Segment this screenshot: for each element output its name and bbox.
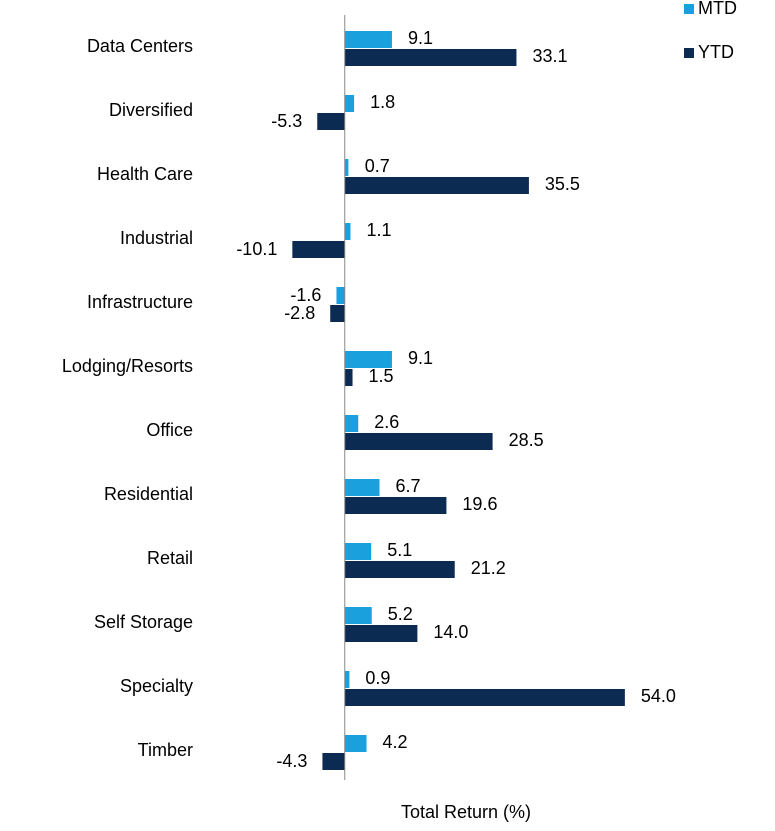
y-tick-label: Data Centers: [87, 36, 193, 56]
bar: [344, 95, 355, 112]
value-label: -5.3: [271, 111, 302, 131]
bar: [344, 49, 517, 66]
bar: [344, 689, 625, 706]
y-tick-label: Lodging/Resorts: [62, 356, 193, 376]
legend-swatch: [684, 4, 694, 14]
value-label: -4.3: [276, 751, 307, 771]
y-tick-label: Diversified: [109, 100, 193, 120]
bar: [344, 433, 493, 450]
bar: [344, 607, 372, 624]
bar: [344, 735, 367, 752]
bar: [344, 671, 350, 688]
bar: [344, 351, 392, 368]
value-label: 5.2: [388, 604, 413, 624]
y-tick-label: Specialty: [120, 676, 193, 696]
value-label: -1.6: [290, 285, 321, 305]
value-label: 4.2: [383, 732, 408, 752]
value-label: 5.1: [387, 540, 412, 560]
legend-swatch: [684, 48, 694, 58]
legend-label: MTD: [698, 0, 737, 18]
legend-label: YTD: [698, 42, 734, 62]
y-tick-label: Retail: [147, 548, 193, 568]
y-tick-label: Self Storage: [94, 612, 193, 632]
y-tick-label: Infrastructure: [87, 292, 193, 312]
bar: [344, 31, 392, 48]
bar: [344, 369, 353, 386]
bar: [322, 753, 345, 770]
value-label: 2.6: [374, 412, 399, 432]
y-tick-label: Residential: [104, 484, 193, 504]
bar: [344, 625, 418, 642]
bar: [344, 223, 351, 240]
value-label: -2.8: [284, 303, 315, 323]
bar: [344, 177, 529, 194]
bar: [344, 543, 372, 560]
bar: [344, 415, 359, 432]
y-tick-label: Industrial: [120, 228, 193, 248]
value-label: 6.7: [396, 476, 421, 496]
value-label: 21.2: [471, 558, 506, 578]
x-axis-label: Total Return (%): [401, 802, 531, 822]
bar: [344, 497, 447, 514]
value-label: 0.9: [365, 668, 390, 688]
bar: [317, 113, 345, 130]
value-label: -10.1: [236, 239, 277, 259]
value-label: 28.5: [509, 430, 544, 450]
value-label: 19.6: [462, 494, 497, 514]
y-tick-label: Timber: [138, 740, 193, 760]
value-label: 0.7: [365, 156, 390, 176]
value-label: 35.5: [545, 174, 580, 194]
bar: [344, 561, 455, 578]
bar: [336, 287, 345, 304]
y-tick-label: Health Care: [97, 164, 193, 184]
bar: [330, 305, 345, 322]
bar: [292, 241, 345, 258]
value-label: 1.1: [366, 220, 391, 240]
value-label: 1.8: [370, 92, 395, 112]
value-label: 1.5: [369, 366, 394, 386]
value-label: 14.0: [433, 622, 468, 642]
bar: [344, 159, 349, 176]
value-label: 54.0: [641, 686, 676, 706]
value-label: 9.1: [408, 28, 433, 48]
y-tick-label: Office: [146, 420, 193, 440]
value-label: 9.1: [408, 348, 433, 368]
value-label: 33.1: [532, 46, 567, 66]
bar: [344, 479, 380, 496]
